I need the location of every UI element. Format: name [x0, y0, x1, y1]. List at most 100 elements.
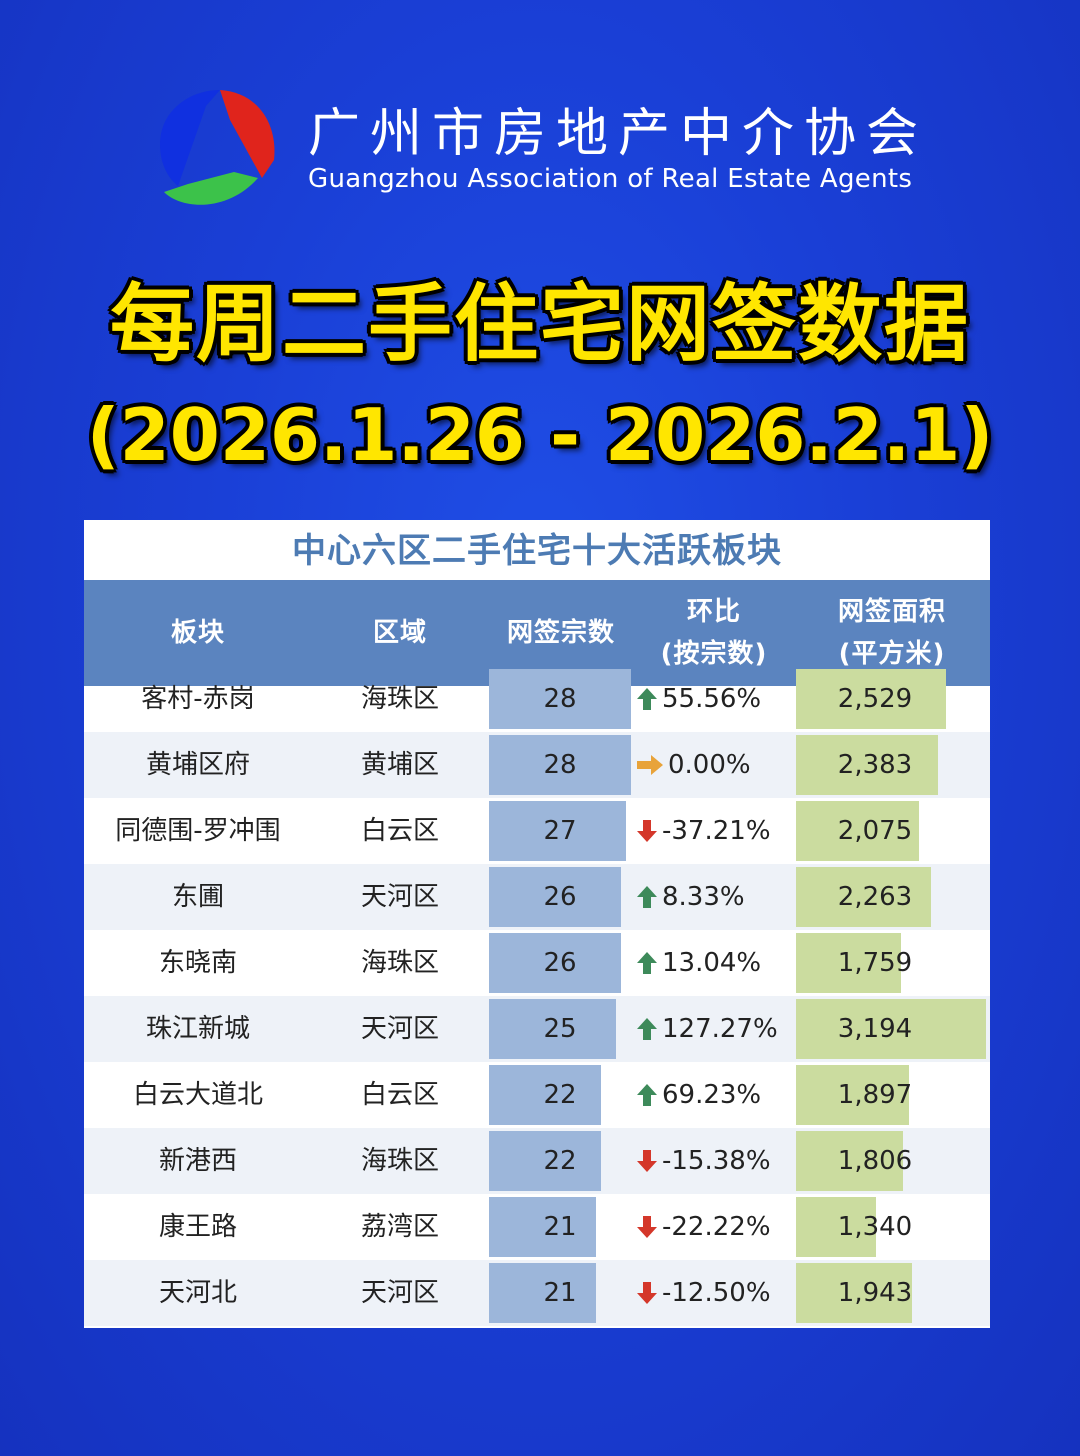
change-value: 8.33%: [662, 882, 745, 912]
area-value: 2,383: [837, 750, 913, 780]
district-name: 白云区: [360, 1080, 439, 1110]
arrow-down-icon: [636, 1149, 662, 1173]
district-name: 黄埔区: [360, 750, 439, 780]
area-value: 3,194: [837, 1014, 913, 1044]
district-name: 天河区: [360, 1014, 439, 1044]
table-row: 新港西 海珠区 22 -15.38% 1,806: [84, 1128, 990, 1194]
table-row: 康王路 荔湾区 21 -22.22% 1,340: [84, 1194, 990, 1260]
column-header-area: 网签面积 (平方米): [837, 597, 946, 669]
deals-value: 21: [543, 1212, 577, 1242]
association-name-en: Guangzhou Association of Real Estate Age…: [308, 164, 913, 194]
area-bar: [796, 1131, 903, 1191]
change-value: 127.27%: [662, 1014, 778, 1044]
deals-value: 25: [543, 1014, 577, 1044]
column-header-block: 板块: [170, 618, 225, 648]
block-name: 黄埔区府: [145, 750, 250, 780]
change-value: -22.22%: [662, 1212, 771, 1242]
change-cell: 55.56%: [636, 666, 796, 732]
area-bar: [796, 735, 938, 795]
block-name: 东晓南: [158, 948, 237, 978]
district-name: 天河区: [360, 1278, 439, 1308]
arrow-up-icon: [636, 951, 662, 975]
area-bar: [796, 1065, 909, 1125]
table-row: 白云大道北 白云区 22 69.23% 1,897: [84, 1062, 990, 1128]
district-name: 海珠区: [360, 948, 439, 978]
association-logo-icon: [158, 86, 278, 210]
table-row: 珠江新城 天河区 25 127.27% 3,194: [84, 996, 990, 1062]
area-value: 1,897: [837, 1080, 913, 1110]
area-value: 1,806: [837, 1146, 913, 1176]
arrow-up-icon: [636, 885, 662, 909]
area-value: 1,943: [837, 1278, 913, 1308]
table-row: 天河北 天河区 21 -12.50% 1,943: [84, 1260, 990, 1326]
deals-value: 28: [543, 750, 577, 780]
change-cell: -22.22%: [636, 1194, 796, 1260]
deals-value: 26: [543, 882, 577, 912]
deals-value: 21: [543, 1278, 577, 1308]
block-name: 白云大道北: [132, 1080, 263, 1110]
area-bar: [796, 867, 931, 927]
change-cell: -15.38%: [636, 1128, 796, 1194]
date-range: (2026.1.26 - 2026.2.1): [86, 393, 994, 477]
district-name: 荔湾区: [360, 1212, 439, 1242]
column-header-deals: 网签宗数: [506, 618, 615, 648]
deals-bar: [489, 801, 626, 861]
deals-bar: [489, 669, 631, 729]
deals-bar: [489, 867, 621, 927]
arrow-down-icon: [636, 1215, 662, 1239]
area-bar: [796, 933, 901, 993]
deals-value: 27: [543, 816, 577, 846]
deals-bar: [489, 735, 631, 795]
change-cell: 8.33%: [636, 864, 796, 930]
column-header-district: 区域: [372, 618, 427, 648]
table-row: 东晓南 海珠区 26 13.04% 1,759: [84, 930, 990, 996]
area-bar: [796, 1197, 876, 1257]
district-name: 海珠区: [360, 1146, 439, 1176]
arrow-up-icon: [636, 1083, 662, 1107]
table-row: 东圃 天河区 26 8.33% 2,263: [84, 864, 990, 930]
arrow-right-icon: [636, 754, 668, 776]
table-row: 客村-赤岗 海珠区 28 55.56% 2,529: [84, 666, 990, 732]
change-value: -37.21%: [662, 816, 771, 846]
arrow-up-icon: [636, 687, 662, 711]
change-value: -15.38%: [662, 1146, 771, 1176]
deals-bar: [489, 933, 621, 993]
district-name: 海珠区: [360, 684, 439, 714]
block-name: 天河北: [158, 1278, 237, 1308]
area-value: 1,340: [837, 1212, 913, 1242]
page-title: 每周二手住宅网签数据: [109, 275, 970, 373]
area-value: 1,759: [837, 948, 913, 978]
ranking-table: 中心六区二手住宅十大活跃板块 板块 区域 网签宗数 环比 (按宗数) 网签面积 …: [84, 520, 990, 1328]
table-title: 中心六区二手住宅十大活跃板块: [292, 531, 782, 571]
area-value: 2,263: [837, 882, 913, 912]
change-value: 13.04%: [662, 948, 762, 978]
deals-value: 22: [543, 1146, 577, 1176]
deals-bar: [489, 1131, 601, 1191]
block-name: 同德围-罗冲围: [115, 816, 281, 846]
column-header-change: 环比 (按宗数): [660, 597, 768, 669]
deals-value: 26: [543, 948, 577, 978]
change-cell: -12.50%: [636, 1260, 796, 1326]
area-bar: [796, 801, 919, 861]
block-name: 康王路: [158, 1212, 237, 1242]
area-value: 2,529: [837, 684, 913, 714]
change-value: 55.56%: [662, 684, 762, 714]
block-name: 珠江新城: [145, 1014, 250, 1044]
table-row: 同德围-罗冲围 白云区 27 -37.21% 2,075: [84, 798, 990, 864]
change-cell: 0.00%: [636, 732, 796, 798]
area-bar: [796, 999, 986, 1059]
change-cell: -37.21%: [636, 798, 796, 864]
block-name: 东圃: [171, 882, 224, 912]
change-value: 69.23%: [662, 1080, 762, 1110]
arrow-down-icon: [636, 819, 662, 843]
association-name-cn: 广州市房地产中介协会: [308, 104, 929, 164]
district-name: 白云区: [360, 816, 439, 846]
arrow-up-icon: [636, 1017, 662, 1041]
change-value: 0.00%: [668, 750, 751, 780]
block-name: 新港西: [158, 1146, 237, 1176]
deals-bar: [489, 1197, 596, 1257]
deals-value: 22: [543, 1080, 577, 1110]
table-header: 板块 区域 网签宗数 环比 (按宗数) 网签面积 (平方米): [84, 580, 990, 686]
district-name: 天河区: [360, 882, 439, 912]
deals-value: 28: [543, 684, 577, 714]
